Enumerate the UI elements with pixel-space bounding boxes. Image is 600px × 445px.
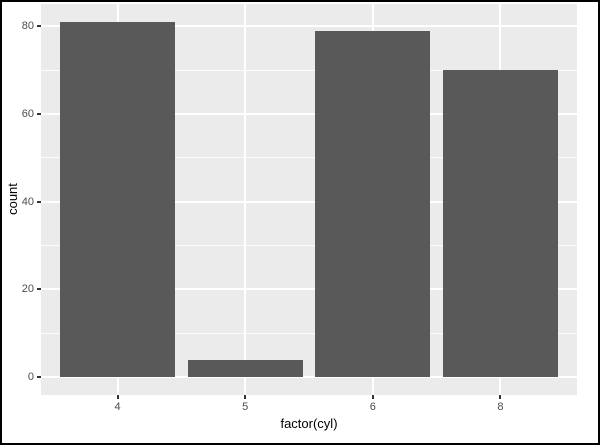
y-tick-label: 0 [27, 371, 34, 384]
y-gridline-minor [41, 332, 577, 334]
y-tick-label: 40 [21, 195, 34, 208]
x-tick-mark [499, 395, 502, 399]
y-gridline-major [41, 200, 577, 203]
x-gridline-major [244, 4, 247, 395]
y-tick-mark [37, 288, 41, 291]
y-tick-label: 80 [21, 20, 34, 33]
bar-cyl-4 [60, 21, 175, 378]
x-tick-label: 8 [497, 401, 504, 413]
y-tick-mark [37, 25, 41, 28]
x-tick-label: 6 [369, 401, 376, 413]
x-tick-label: 4 [114, 401, 121, 413]
x-tick-mark [244, 395, 247, 399]
y-gridline-minor [41, 69, 577, 71]
x-tick-mark [371, 395, 374, 399]
y-tick-label: 60 [21, 107, 34, 120]
y-tick-mark [37, 376, 41, 379]
bar-cyl-6 [315, 30, 431, 378]
x-tick-label: 5 [242, 401, 249, 413]
plot-panel [41, 4, 577, 395]
y-axis-title: count [5, 183, 20, 215]
y-tick-mark [37, 112, 41, 115]
x-axis-title: factor(cyl) [280, 416, 338, 431]
y-gridline-minor [41, 157, 577, 159]
y-tick-label: 20 [21, 283, 34, 296]
bar-cyl-8 [443, 70, 558, 378]
y-gridline-minor [41, 245, 577, 247]
y-gridline-major [41, 288, 577, 291]
y-gridline-major [41, 112, 577, 115]
bar-cyl-5 [187, 359, 303, 378]
y-gridline-major [41, 25, 577, 28]
y-gridline-major [41, 376, 577, 379]
x-tick-mark [116, 395, 119, 399]
y-tick-mark [37, 200, 41, 203]
